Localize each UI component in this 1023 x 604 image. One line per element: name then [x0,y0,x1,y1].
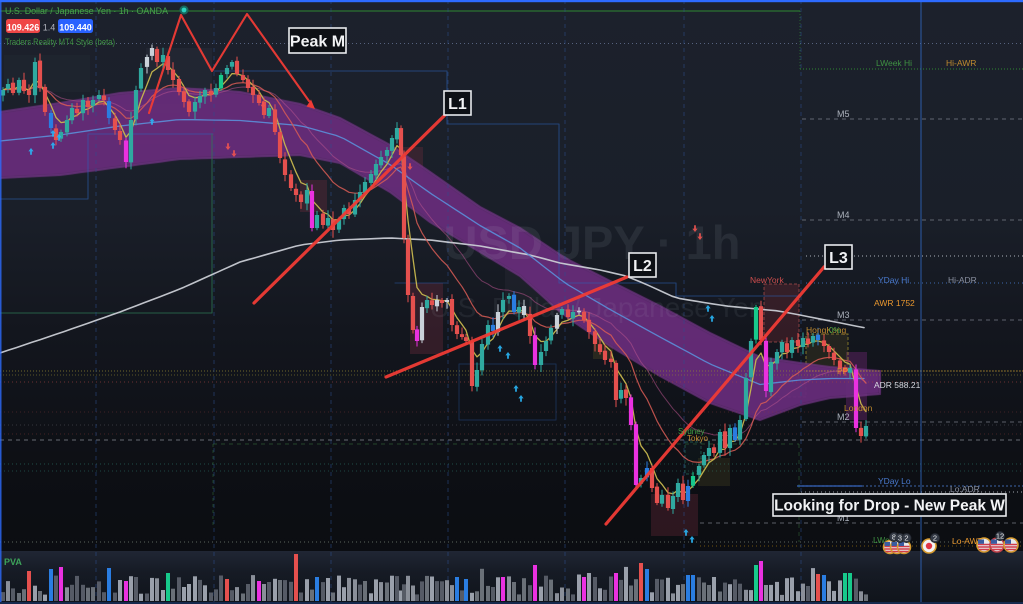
svg-text:M2: M2 [837,412,850,422]
svg-text:2: 2 [904,534,908,543]
svg-text:Hi-ADR: Hi-ADR [948,275,977,285]
svg-text:U.S. Dollar / Japanese Yen · 1: U.S. Dollar / Japanese Yen · 1h · OANDA [5,6,169,17]
svg-text:AWR 1752: AWR 1752 [874,298,915,308]
svg-text:L1: L1 [448,96,467,113]
svg-text:M3: M3 [837,310,850,320]
svg-text:NewYork: NewYork [750,275,784,285]
svg-text:3: 3 [898,534,902,543]
svg-text:HongKong: HongKong [806,325,846,335]
svg-text:1.4: 1.4 [43,23,56,33]
svg-text:2: 2 [933,534,937,543]
svg-text:Lo-AWR: Lo-AWR [952,536,984,546]
svg-text:0%: 0% [829,326,841,335]
svg-text:ADR 588.21: ADR 588.21 [874,380,921,390]
svg-text:London: London [844,403,873,413]
svg-text:Peak M: Peak M [290,33,345,50]
svg-text:L2: L2 [633,258,652,275]
svg-text:109.440: 109.440 [59,23,92,33]
svg-text:Hi-AWR: Hi-AWR [946,58,976,68]
svg-text:PVA: PVA [4,557,22,567]
svg-text:Traders Reality MT4 Style (bet: Traders Reality MT4 Style (beta) [5,37,115,47]
svg-text:M5: M5 [837,109,850,119]
svg-text:Looking for Drop - New Peak W: Looking for Drop - New Peak W [774,498,1005,515]
svg-text:USD JPY · 1h: USD JPY · 1h [444,216,741,269]
svg-text:YDay Lo: YDay Lo [878,476,911,486]
svg-text:PP: PP [837,366,849,376]
svg-text:Sydney: Sydney [678,427,705,436]
svg-text:M4: M4 [837,210,850,220]
svg-text:LWeek Hi: LWeek Hi [876,58,912,68]
svg-text:12: 12 [996,532,1004,541]
svg-text:Lo:ADR: Lo:ADR [950,484,980,494]
svg-text:109.426: 109.426 [7,23,40,33]
svg-text:YDay Hi: YDay Hi [878,275,909,285]
svg-text:M1: M1 [837,513,850,523]
svg-text:8: 8 [892,533,896,542]
svg-text:Tokyo: Tokyo [687,434,708,443]
svg-text:L3: L3 [829,250,848,267]
